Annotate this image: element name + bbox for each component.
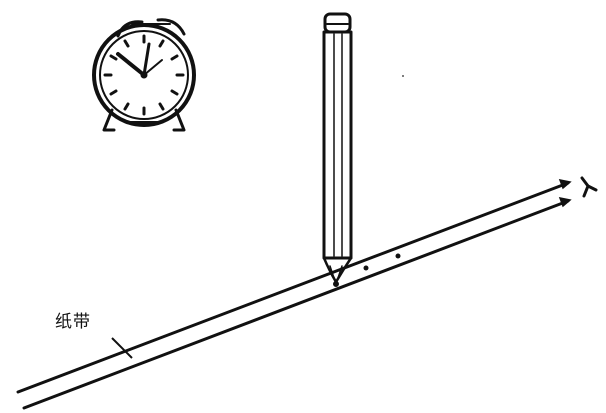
paper-tape-upper-edge xyxy=(16,181,570,394)
paper-tape-label: 纸带 xyxy=(55,312,91,332)
tape-dot xyxy=(395,253,401,259)
label-leader-line xyxy=(111,337,133,359)
tape-dot xyxy=(363,265,369,271)
alarm-clock-icon xyxy=(92,18,196,132)
arrow-icon xyxy=(580,176,598,198)
paper-tape-lower-edge xyxy=(22,199,570,410)
tape-dots xyxy=(363,253,401,271)
tape-arrow-heads xyxy=(558,178,572,208)
paper-tape xyxy=(16,181,570,410)
pencil-icon xyxy=(322,12,353,287)
stray-mark xyxy=(402,75,404,77)
